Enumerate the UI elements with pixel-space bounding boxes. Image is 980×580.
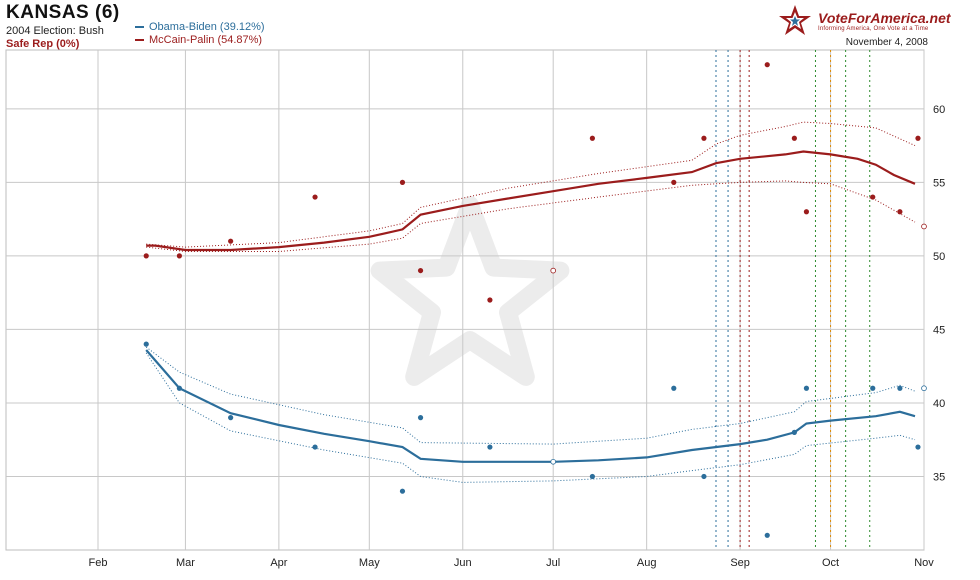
obama-poll-point	[764, 532, 770, 538]
plot-frame	[5, 49, 925, 551]
x-tick-label: Aug	[637, 557, 657, 569]
legend-item-mccain: McCain-Palin (54.87%)	[135, 34, 265, 47]
mccain-poll-point	[312, 194, 318, 200]
obama-poll-point	[143, 341, 149, 347]
mccain-poll-point	[701, 135, 707, 141]
y-tick-label: 45	[933, 324, 945, 336]
x-tick-label: May	[359, 557, 380, 569]
chart-legend: Obama-Biden (39.12%) McCain-Palin (54.87…	[135, 21, 265, 47]
obama-open-poll-point	[921, 385, 927, 392]
legend-swatch-mccain	[135, 39, 144, 42]
mccain-poll-point	[791, 135, 797, 141]
obama-poll-point	[897, 385, 903, 391]
y-tick-label: 40	[933, 398, 945, 410]
y-tick-label: 55	[933, 177, 945, 189]
mccain-lower-band	[146, 180, 916, 252]
watermark-star-shape	[370, 196, 570, 386]
obama-poll-point	[701, 473, 707, 480]
x-tick-label: Sep	[730, 557, 750, 569]
y-tick-label: 60	[933, 104, 945, 116]
mccain-poll-point	[487, 297, 493, 303]
brand-logo[interactable]: VoteForAmerica.net Informing America, On…	[778, 4, 968, 35]
obama-open-poll-point	[550, 458, 557, 465]
mccain-poll-point	[228, 238, 234, 244]
x-tick-label: Jun	[454, 557, 472, 569]
obama-trend-line	[145, 349, 916, 463]
legend-item-obama: Obama-Biden (39.12%)	[135, 21, 265, 34]
legend-label-obama: Obama-Biden (39.12%)	[149, 21, 265, 33]
header-info: KANSAS (6) 2004 Election: Bush Safe Rep …	[6, 2, 120, 50]
star-logo-icon	[779, 5, 811, 35]
x-tick-label: Feb	[89, 557, 108, 569]
obama-poll-point	[803, 385, 810, 391]
mccain-poll-point	[399, 179, 406, 185]
x-tick-label: Apr	[270, 557, 287, 569]
brand-name: VoteForAmerica.net	[818, 10, 951, 26]
star-watermark-icon	[370, 196, 570, 386]
previous-election-label: 2004 Election: Bush	[6, 25, 104, 37]
obama-poll-point	[417, 415, 424, 421]
event-lines	[715, 50, 871, 550]
chart-grid	[5, 49, 925, 551]
obama-lower-band	[145, 352, 916, 483]
mccain-poll-point	[176, 253, 182, 259]
trend-lines	[145, 150, 916, 463]
x-tick-label: Oct	[822, 557, 839, 569]
legend-swatch-obama	[135, 26, 144, 29]
obama-poll-point	[791, 429, 797, 435]
mccain-upper-band	[146, 121, 916, 248]
axis-labels: 35 40 45 50 55 60 Feb Mar Apr May Jun Jul Aug Sep Oct N…	[89, 104, 946, 569]
obama-poll-point	[399, 488, 406, 494]
obama-poll-point	[228, 415, 234, 421]
obama-poll-point	[671, 385, 677, 391]
mccain-open-poll-point	[921, 223, 927, 230]
mccain-poll-point	[143, 253, 149, 259]
mccain-poll-point	[589, 135, 595, 141]
safety-rating: Safe Rep (0%)	[6, 38, 80, 50]
mccain-open-poll-point	[550, 267, 557, 274]
mccain-trend-line	[146, 150, 916, 252]
obama-poll-point	[589, 473, 595, 480]
state-title: KANSAS (6)	[6, 2, 120, 23]
obama-upper-band	[145, 346, 916, 445]
mccain-poll-point	[915, 135, 921, 141]
update-date: November 4, 2008	[845, 37, 928, 48]
obama-poll-point	[312, 444, 318, 450]
mccain-poll-point	[803, 209, 810, 215]
x-tick-label: Jul	[546, 557, 560, 569]
mccain-poll-point	[897, 209, 903, 215]
brand-tagline: Informing America, One Vote at a Time	[818, 26, 929, 32]
x-tick-label: Nov	[914, 557, 934, 569]
poll-points	[143, 62, 927, 538]
obama-poll-point	[915, 444, 921, 450]
y-tick-label: 50	[933, 251, 945, 263]
x-tick-label: Mar	[176, 557, 195, 569]
y-tick-label: 35	[933, 471, 945, 483]
mccain-poll-point	[671, 179, 677, 185]
confidence-bands	[145, 121, 916, 483]
obama-poll-point	[176, 385, 182, 391]
obama-poll-point	[870, 385, 876, 391]
mccain-poll-point	[764, 62, 770, 68]
mccain-poll-point	[417, 267, 424, 274]
obama-poll-point	[487, 444, 493, 450]
mccain-poll-point	[870, 194, 876, 200]
legend-label-mccain: McCain-Palin (54.87%)	[149, 34, 263, 46]
